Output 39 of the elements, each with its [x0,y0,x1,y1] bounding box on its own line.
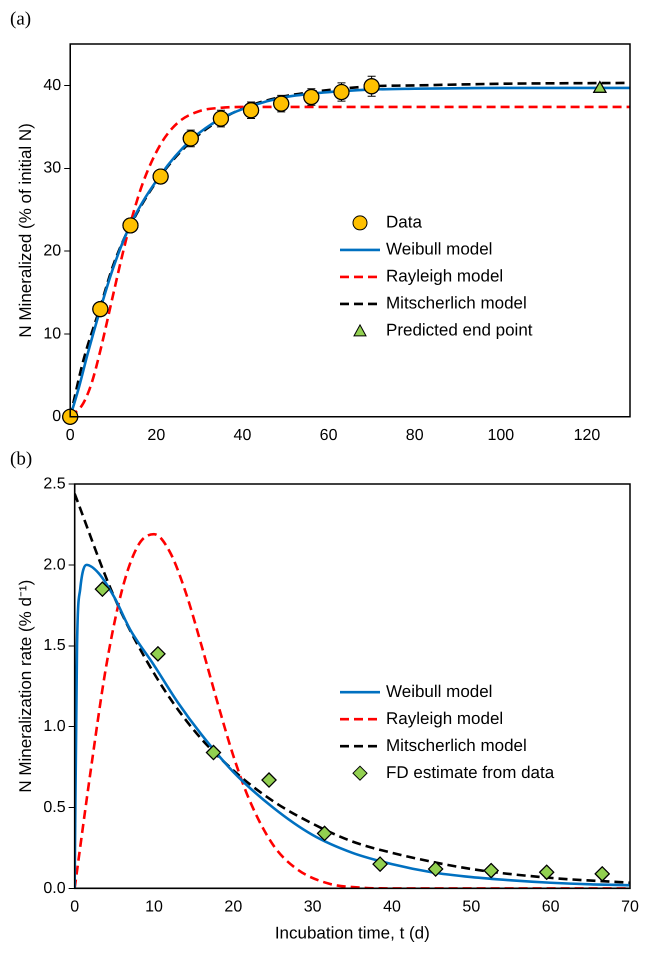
y-tick-label: 1.0 [43,718,66,736]
x-tick-label: 20 [147,426,166,444]
x-tick-label: 60 [542,898,560,916]
legend-label: Data [386,212,422,232]
legend-label: Weibull model [386,240,492,259]
x-tick-label: 120 [574,426,600,444]
x-tick-label: 10 [145,898,163,916]
y-tick-label: 40 [43,76,62,94]
y-tick-label: 0.5 [43,798,66,816]
x-tick-label: 50 [462,898,480,916]
x-tick-label: 80 [406,426,424,444]
y-axis-title: N Mineralized (% of initial N) [16,123,35,338]
x-tick-label: 70 [621,898,639,916]
y-tick-label: 1.5 [43,637,66,654]
y-tick-label: 2.5 [43,475,66,492]
y-tick-label: 20 [43,242,62,260]
x-tick-label: 0 [70,898,80,916]
legend-label: Mitscherlich model [386,736,527,755]
x-tick-label: 30 [304,898,322,916]
y-tick-label: 10 [43,325,62,342]
x-tick-label: 40 [234,426,252,444]
legend-label: Mitscherlich model [386,294,527,313]
y-tick-label: 30 [43,160,62,177]
text: (a) [10,8,32,30]
legend-label: Predicted end point [386,320,533,340]
x-axis-title: Incubation time, t (d) [274,923,430,942]
x-tick-label: 100 [487,426,514,444]
text: (b) [10,448,32,470]
y-tick-label: 2.0 [43,556,66,574]
legend-label: Weibull model [386,682,492,701]
y-tick-label: 0 [52,408,62,426]
legend-label: FD estimate from data [386,762,555,782]
x-tick-label: 40 [383,898,401,916]
legend-label: Rayleigh model [386,266,504,286]
y-axis-title: N Mineralization rate (% d⁻¹) [16,580,35,793]
legend-label: Rayleigh model [386,708,504,728]
y-tick-label: 0.0 [43,880,66,897]
x-tick-label: 60 [320,426,338,444]
x-tick-label: 20 [224,898,242,916]
